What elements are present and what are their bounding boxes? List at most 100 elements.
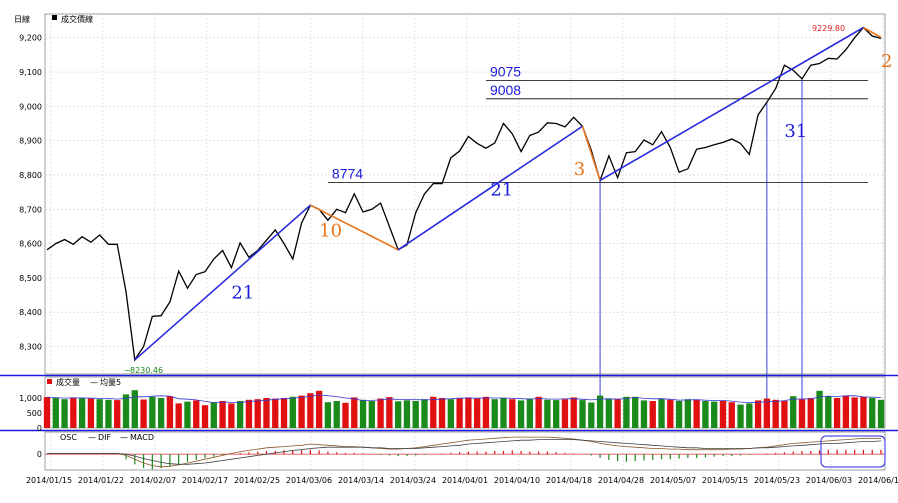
- volume-bar: [491, 399, 498, 428]
- volume-bar: [114, 400, 121, 428]
- volume-bar: [737, 404, 744, 428]
- wave-count-label: 10: [319, 221, 342, 242]
- volume-bars: [43, 390, 885, 428]
- volume-bar: [280, 398, 288, 428]
- volume-bar: [263, 398, 270, 428]
- price-series: [46, 26, 882, 362]
- date-tick-label: 2014/02/07: [130, 476, 176, 485]
- date-tick-label: 2014/02/25: [234, 476, 280, 485]
- trend-down-2: [581, 126, 601, 181]
- volume-bar: [149, 396, 156, 428]
- volume-legend: 成交量: [56, 377, 80, 387]
- volume-bar: [869, 398, 876, 428]
- volume-bar: [298, 395, 305, 428]
- volume-axis: 0 500 1,000: [19, 394, 42, 433]
- volume-ma-line: [46, 394, 882, 404]
- volume-bar: [640, 400, 648, 428]
- dif-legend: DIF: [98, 433, 112, 442]
- wave-counts: 21 10 21 3 31 2: [231, 51, 892, 304]
- volume-bar: [860, 396, 867, 428]
- price-tick-label: 8,800: [19, 171, 42, 180]
- volume-bar: [623, 396, 630, 428]
- volume-bar: [193, 400, 200, 428]
- volume-bar: [763, 398, 771, 428]
- level-label: 9008: [490, 82, 521, 98]
- macd-axis: 0: [37, 450, 42, 459]
- volume-bar: [272, 398, 279, 428]
- volume-bar: [289, 396, 296, 428]
- low-label-prefix: ~: [124, 366, 131, 375]
- date-tick-label: 2014/04/28: [598, 476, 644, 485]
- date-tick-label: 2014/03/06: [286, 476, 332, 485]
- volume-bar: [377, 398, 384, 428]
- wave-count-label: 21: [231, 283, 254, 304]
- volume-bar: [254, 399, 261, 428]
- macd-line: [47, 439, 882, 465]
- volume-bar: [561, 399, 569, 428]
- price-panel-frame: [44, 13, 886, 375]
- low-label: 8230.46: [130, 366, 163, 375]
- volume-bar: [517, 400, 525, 428]
- volume-bar: [474, 398, 481, 428]
- macd-highlight-box: [820, 435, 886, 468]
- trend-up-2: [397, 125, 583, 251]
- volume-bar: [605, 398, 613, 428]
- price-tick-label: 9,200: [19, 34, 42, 43]
- volume-bar: [78, 397, 86, 428]
- volume-bar: [754, 400, 762, 428]
- volume-bar: [544, 399, 551, 428]
- volume-bar: [447, 399, 454, 428]
- date-tick-label: 2014/02/17: [182, 476, 228, 485]
- price-tick-label: 8,700: [19, 205, 42, 214]
- volume-bar: [781, 401, 788, 428]
- volume-ma-legend: 均量5: [100, 377, 121, 387]
- volume-bar: [368, 401, 375, 428]
- volume-bar: [342, 402, 349, 428]
- volume-bar: [324, 402, 332, 428]
- volume-bar: [746, 403, 753, 428]
- volume-bar: [667, 399, 674, 428]
- macd-bars: [47, 436, 882, 470]
- date-tick-label: 2014/03/24: [390, 476, 436, 485]
- volume-bar: [702, 401, 709, 428]
- volume-bar: [833, 398, 841, 428]
- volume-bar: [728, 402, 735, 428]
- volume-bar: [175, 403, 182, 428]
- trend-up-3: [599, 26, 864, 182]
- volume-bar: [333, 401, 340, 428]
- price-tick-label: 8,400: [19, 308, 42, 317]
- wave-count-label: 2: [881, 51, 892, 72]
- volume-bar: [526, 398, 534, 428]
- volume-bar: [412, 401, 419, 428]
- volume-bar: [228, 403, 235, 428]
- vertical-markers: [599, 78, 803, 428]
- volume-bar: [588, 402, 595, 428]
- volume-bar: [43, 397, 51, 428]
- volume-bar: [87, 398, 95, 428]
- price-tick-label: 8,300: [19, 343, 42, 352]
- volume-bar: [210, 402, 217, 428]
- volume-bar: [553, 400, 560, 428]
- volume-bar: [421, 399, 428, 428]
- trend-down-1: [310, 204, 399, 251]
- volume-bar: [711, 401, 718, 428]
- period-label: 日線: [14, 14, 30, 24]
- price-axis: 8,300 8,400 8,500 8,600 8,700 8,800 8,900 9,000…: [19, 34, 42, 352]
- high-label: 9229.80: [812, 24, 845, 33]
- volume-bar: [649, 401, 656, 428]
- volume-bar: [851, 397, 858, 428]
- volume-bar: [122, 394, 130, 428]
- volume-bar: [315, 390, 323, 428]
- osc-legend: OSC: [60, 433, 77, 442]
- volume-bar: [772, 399, 779, 428]
- volume-bar: [790, 396, 797, 428]
- date-tick-label: 2014/03/14: [338, 476, 384, 485]
- price-tick-label: 9,100: [19, 68, 42, 77]
- volume-bar: [825, 396, 832, 428]
- volume-bar: [70, 397, 77, 428]
- volume-bar: [394, 401, 402, 428]
- date-tick-label: 2014/06/03: [806, 476, 852, 485]
- dif-legend-dash: —: [88, 433, 96, 442]
- volume-bar: [131, 390, 138, 428]
